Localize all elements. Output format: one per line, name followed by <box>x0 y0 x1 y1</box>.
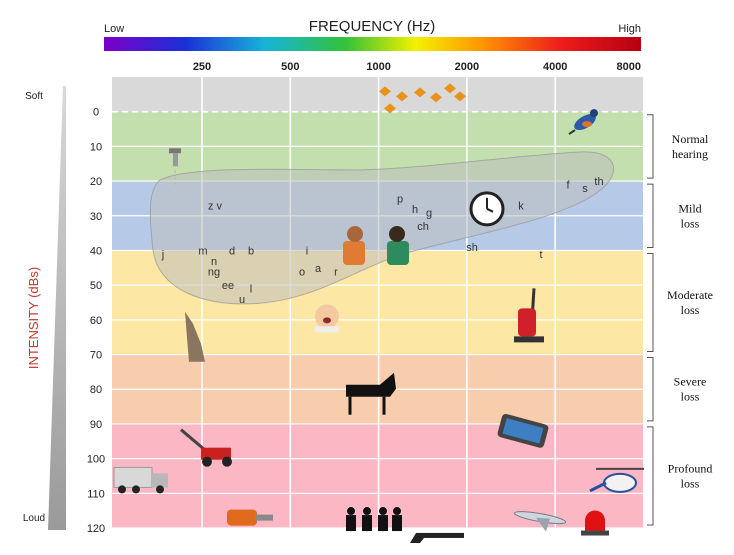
howling-wolf-icon <box>185 311 205 362</box>
band-bracket <box>647 357 654 422</box>
band-label: hearing <box>672 147 708 161</box>
y-tick-label: 50 <box>90 280 102 292</box>
y-tick-label: 100 <box>87 454 105 466</box>
y-tick-label: 110 <box>87 488 105 500</box>
y-end-soft: Soft <box>25 91 43 102</box>
band-bracket <box>647 252 654 353</box>
helicopter-icon <box>589 467 644 493</box>
intensity-wedge <box>48 86 66 530</box>
band-label: Profound <box>668 461 713 475</box>
speech-sound-label: d <box>229 245 235 257</box>
speech-sound-label: n <box>211 256 217 268</box>
speech-sound-label: sh <box>466 242 478 254</box>
y-tick-label: 70 <box>90 350 102 362</box>
airplane-icon <box>513 511 567 532</box>
y-end-loud: Loud <box>23 513 45 524</box>
speech-sound-label: j <box>161 249 164 261</box>
band-label: loss <box>681 303 700 317</box>
dripping-faucet-icon <box>169 148 181 189</box>
lawn-mower-icon <box>180 428 232 467</box>
band-label: loss <box>681 476 700 490</box>
spectrum-low-label: Low <box>104 23 124 35</box>
y-tick-label: 10 <box>90 141 102 153</box>
crying-baby-icon <box>315 304 339 333</box>
speech-sound-label: k <box>518 200 524 212</box>
x-tick-label: 250 <box>193 61 211 73</box>
speech-sound-label: r <box>334 266 338 278</box>
band-label: Normal <box>672 132 709 146</box>
chainsaw-icon <box>227 509 273 526</box>
speech-sound-label: o <box>299 266 305 278</box>
y-axis-label: INTENSITY (dBs) <box>26 267 41 369</box>
y-tick-label: 60 <box>90 315 102 327</box>
talking-people-icon <box>343 225 409 265</box>
band-label: Severe <box>674 375 707 389</box>
speech-sound-label: b <box>248 245 254 257</box>
band-bracket <box>647 114 654 179</box>
speech-sound-label: t <box>539 249 542 261</box>
speech-sound-label: ng <box>208 266 220 278</box>
speech-sound-label: ee <box>222 280 234 292</box>
speech-sound-label: h <box>412 204 418 216</box>
band-label: Moderate <box>667 288 713 302</box>
clock-icon <box>469 191 505 227</box>
chart-title: FREQUENCY (Hz) <box>309 18 435 35</box>
speech-sound-label: u <box>239 294 245 306</box>
bird-icon <box>568 109 598 135</box>
y-tick-label: 120 <box>87 523 105 535</box>
band-bracket <box>647 426 654 526</box>
speech-banana <box>149 151 615 305</box>
y-tick-label: 30 <box>90 211 102 223</box>
hearing-band-above-normal <box>112 77 643 112</box>
speech-sound-label: g <box>426 207 432 219</box>
speech-sound-label: th <box>594 176 603 188</box>
vacuum-cleaner-icon <box>514 288 544 343</box>
band-label: loss <box>681 216 700 230</box>
speech-sound-label: s <box>582 183 588 195</box>
y-tick-label: 0 <box>93 107 99 119</box>
rifle-icon <box>410 532 464 543</box>
truck-icon <box>113 466 168 494</box>
x-tick-label: 4000 <box>543 61 567 73</box>
band-label: loss <box>681 390 700 404</box>
band-label: Mild <box>678 201 701 215</box>
spectrum-high-label: High <box>618 23 641 35</box>
y-tick-label: 80 <box>90 384 102 396</box>
y-tick-label: 40 <box>90 245 102 257</box>
grand-piano-icon <box>346 372 396 415</box>
band-bracket <box>647 183 654 248</box>
frequency-spectrum-bar <box>104 37 641 51</box>
x-tick-label: 1000 <box>366 61 390 73</box>
soldiers-icon <box>346 507 402 532</box>
speech-sound-label: i <box>306 245 308 257</box>
speech-sound-label: z v <box>208 200 223 212</box>
speech-sound-label: m <box>198 245 207 257</box>
x-tick-label: 2000 <box>455 61 479 73</box>
x-tick-label: 500 <box>281 61 299 73</box>
speech-sound-label: p <box>397 193 403 205</box>
siren-icon <box>581 510 609 536</box>
y-tick-label: 90 <box>90 419 102 431</box>
speech-sound-label: l <box>250 284 252 296</box>
smartphone-icon <box>497 413 549 448</box>
x-tick-label: 8000 <box>617 61 641 73</box>
speech-sound-label: a <box>315 263 322 275</box>
speech-sound-label: ch <box>417 221 429 233</box>
speech-sound-label: f <box>566 180 570 192</box>
y-tick-label: 20 <box>90 176 102 188</box>
autumn-leaves-icon <box>379 83 466 114</box>
